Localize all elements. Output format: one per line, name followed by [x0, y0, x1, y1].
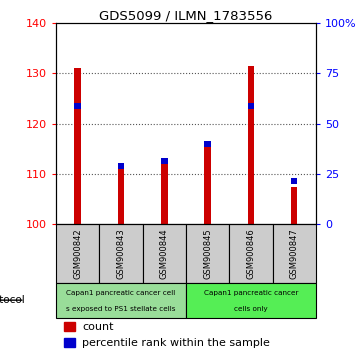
- Bar: [118, 163, 124, 170]
- Text: s exposed to PS1 stellate cells: s exposed to PS1 stellate cells: [66, 306, 176, 312]
- Bar: [74, 103, 81, 109]
- Bar: [143, 224, 186, 283]
- Bar: [64, 338, 75, 347]
- Bar: [204, 141, 211, 147]
- Text: Capan1 pancreatic cancer cell: Capan1 pancreatic cancer cell: [66, 290, 175, 296]
- Bar: [99, 224, 143, 283]
- Text: GSM900843: GSM900843: [117, 228, 125, 279]
- Text: count: count: [82, 322, 113, 332]
- Bar: [291, 178, 297, 184]
- Text: Capan1 pancreatic cancer: Capan1 pancreatic cancer: [204, 290, 298, 296]
- Bar: [204, 141, 211, 224]
- Text: GSM900844: GSM900844: [160, 228, 169, 279]
- Bar: [56, 283, 186, 318]
- Bar: [118, 166, 124, 224]
- Text: percentile rank within the sample: percentile rank within the sample: [82, 338, 270, 348]
- Bar: [229, 224, 273, 283]
- Bar: [161, 164, 168, 224]
- Bar: [248, 66, 254, 224]
- Bar: [291, 187, 297, 224]
- Bar: [248, 103, 254, 109]
- Text: protocol: protocol: [0, 295, 25, 305]
- Text: GSM900847: GSM900847: [290, 228, 299, 279]
- Text: GSM900845: GSM900845: [203, 228, 212, 279]
- Title: GDS5099 / ILMN_1783556: GDS5099 / ILMN_1783556: [99, 9, 273, 22]
- Bar: [64, 322, 75, 331]
- Bar: [186, 224, 229, 283]
- Text: GSM900842: GSM900842: [73, 228, 82, 279]
- Text: GSM900846: GSM900846: [247, 228, 255, 279]
- Text: cells only: cells only: [234, 306, 268, 312]
- Bar: [56, 224, 99, 283]
- Bar: [186, 283, 316, 318]
- Bar: [161, 158, 168, 164]
- Bar: [273, 224, 316, 283]
- Bar: [74, 68, 81, 224]
